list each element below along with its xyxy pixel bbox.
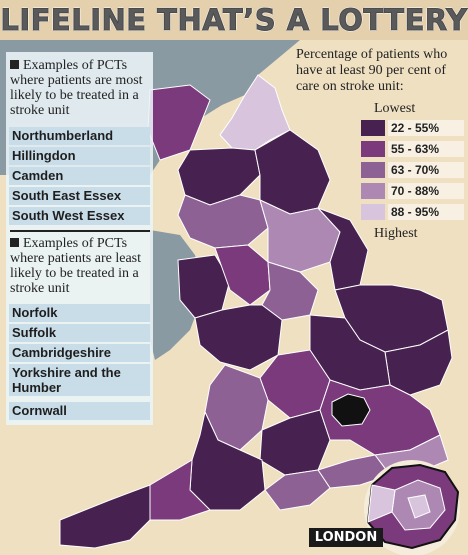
most-likely-intro: Examples of PCTs where patients are most… [10,58,143,118]
legend-highest: Highest [374,226,418,241]
bullet-square-icon [10,60,19,69]
legend-bin-label: 55 - 63% [388,141,464,157]
most-likely-item: Hillingdon [9,147,150,165]
legend-swatch [361,204,385,220]
most-likely-item: Northumberland [9,127,150,145]
legend-swatch [361,183,385,199]
england-pct-map [0,40,460,555]
headline: LIFELINE THAT’S A LOTTERY [0,0,468,40]
legend-bin-label: 70 - 88% [388,183,464,199]
legend-bin-label: 63 - 70% [388,162,464,178]
most-likely-item: South East Essex [9,187,150,205]
examples-panel: Examples of PCTs where patients are most… [6,52,153,425]
bullet-square-icon [10,238,19,247]
most-likely-item: Camden [9,167,150,185]
most-likely-item: South West Essex [9,207,150,225]
london-inset-label: LONDON [309,528,383,547]
least-likely-item: Cambridgeshire [9,344,150,362]
least-likely-item: Yorkshire and the Humber [9,364,150,396]
least-likely-item: Norfolk [9,304,150,322]
least-likely-item: Cornwall [9,402,150,420]
least-likely-intro: Examples of PCTs where patients are leas… [10,236,141,296]
legend-swatch [361,162,385,178]
england-regions [59,74,453,549]
divider [10,230,150,232]
legend-swatch [361,141,385,157]
legend-bin-label: 22 - 55% [388,120,464,136]
legend-bin-label: 88 - 95% [388,204,464,220]
london-inset [364,460,460,555]
legend-title: Percentage of patients who have at least… [296,47,448,94]
legend-lowest: Lowest [374,101,416,116]
london-on-map [331,393,371,427]
legend-swatch [361,120,385,136]
least-likely-item: Suffolk [9,324,150,342]
